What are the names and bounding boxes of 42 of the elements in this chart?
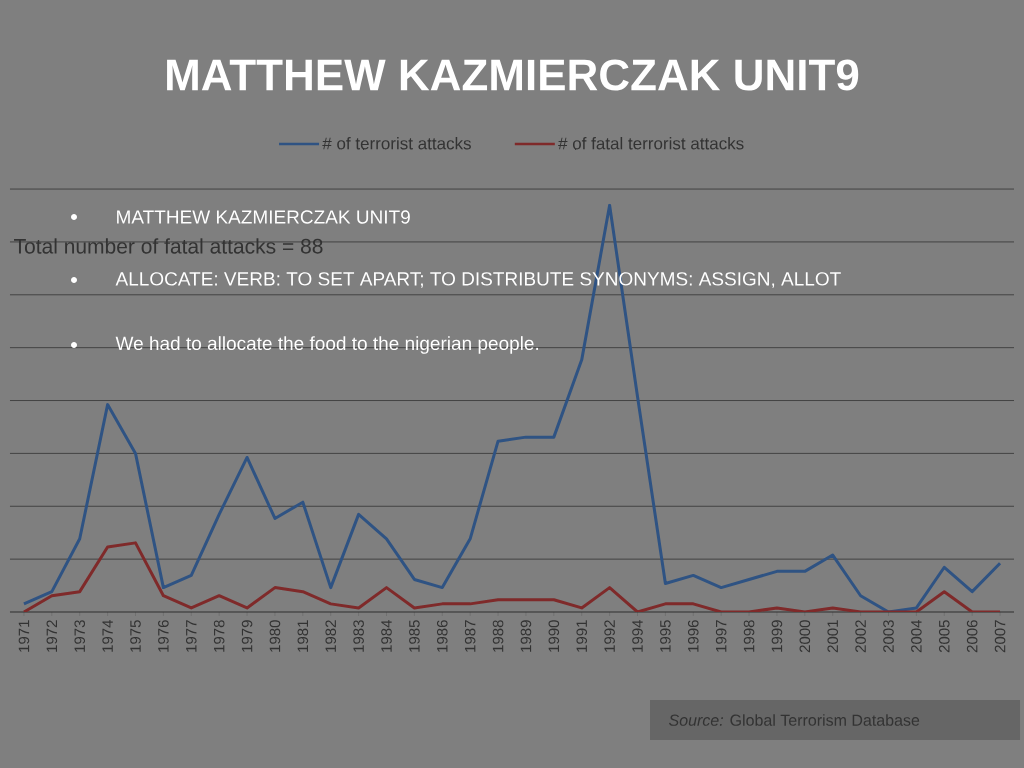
x-tick-label: 1973 [74,620,86,652]
x-tick-label: 1984 [381,619,392,652]
x-tick-label: 2004 [911,619,922,653]
annotation: Total number of fatal attacks = 88 [14,238,323,254]
x-tick-label: 2007 [994,620,1006,653]
x-tick-label: 1977 [185,620,197,652]
x-tick-label: 1975 [130,620,141,652]
x-tick-label: 1990 [548,620,560,652]
x-tick-label: 1989 [520,620,532,652]
x-tick-label: 2006 [966,620,978,653]
x-tick-label: 1982 [325,620,337,652]
x-tick-label: 1976 [158,620,169,652]
x-tick-label: 1986 [436,620,448,652]
chart-title: MATTHEW KAZMIERCZAK UNIT9 [167,59,859,91]
annotation: MATTHEW KAZMIERCZAK UNIT9 [117,210,410,224]
x-tick-label: 2002 [855,620,866,653]
x-tick-label: 1983 [353,620,364,652]
x-tick-label: 1987 [464,620,476,652]
x-tick-label: 1985 [409,620,420,652]
x-tick-label: 1972 [46,620,58,652]
x-tick-label: 1996 [687,620,699,652]
x-tick-label: 1974 [102,619,113,652]
x-tick-label: 1994 [632,619,643,652]
x-tick-label: 2003 [883,620,894,653]
x-tick-label: 1995 [660,620,671,652]
x-tick-label: 2000 [799,620,811,653]
x-tick-label: 1999 [771,620,783,652]
legend-label: # of terrorist attacks [322,136,471,150]
x-tick-label: 1988 [492,620,504,652]
x-tick-label: 1978 [213,620,225,652]
x-tick-label: 2005 [938,620,950,653]
legend-label: # of fatal terrorist attacks [558,136,744,150]
x-tick-label: 1992 [604,620,615,652]
x-tick-label: 1980 [269,620,281,652]
x-tick-label: 1971 [18,620,30,652]
annotation: We had to allocate the food to the nigerian people. [115,336,539,354]
x-tick-label: 1997 [715,620,727,652]
x-tick-label: 1981 [297,620,309,652]
x-tick-label: 2001 [827,620,839,653]
x-tick-label: 1998 [743,620,755,652]
x-tick-label: 1991 [576,620,588,652]
x-tick-label: 1979 [241,620,253,652]
